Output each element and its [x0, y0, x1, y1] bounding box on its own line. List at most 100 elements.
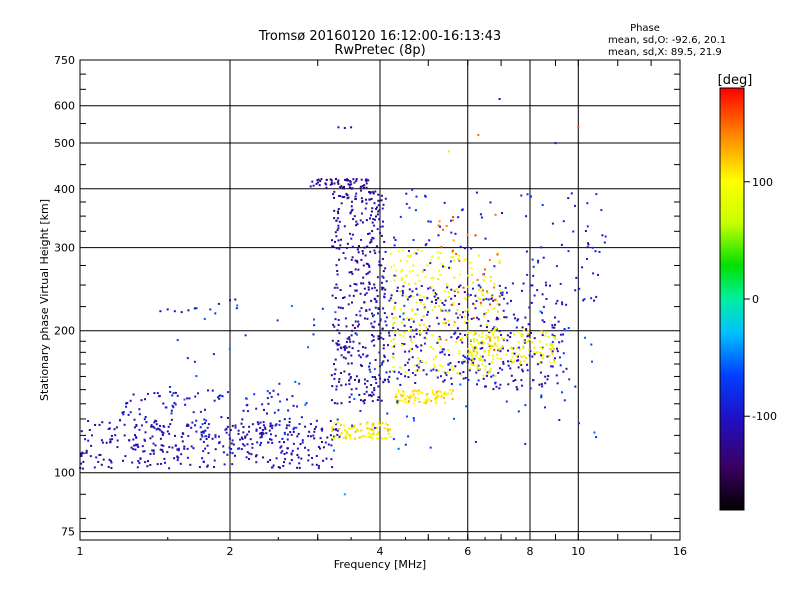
data-point [230, 448, 233, 450]
data-point [272, 464, 275, 467]
data-point [256, 421, 259, 424]
data-point [426, 400, 429, 402]
data-point [161, 448, 164, 451]
data-point [332, 245, 335, 248]
data-point [336, 418, 339, 421]
data-point [501, 344, 504, 347]
data-point [355, 387, 358, 390]
data-point [172, 406, 175, 409]
data-point [516, 388, 519, 391]
data-point [428, 239, 431, 242]
data-point [402, 390, 405, 393]
data-point [489, 276, 492, 279]
data-point [361, 185, 364, 188]
data-point [392, 338, 395, 341]
data-point [558, 419, 561, 421]
data-point [244, 436, 247, 439]
data-point [379, 377, 382, 380]
data-point [489, 338, 491, 341]
data-point [333, 373, 336, 375]
data-point [494, 298, 497, 301]
data-point [402, 291, 404, 294]
data-point [551, 350, 554, 353]
data-point [346, 194, 349, 196]
data-point [533, 353, 536, 356]
data-point [402, 393, 405, 396]
data-point [370, 210, 373, 213]
data-point [484, 385, 486, 388]
data-point [180, 453, 183, 456]
data-point [352, 340, 355, 343]
data-point [551, 222, 554, 225]
data-point [349, 427, 351, 430]
data-point [517, 346, 520, 349]
data-point [472, 338, 475, 341]
data-point [256, 441, 259, 444]
data-point [365, 355, 368, 358]
data-point [457, 361, 460, 363]
data-point [364, 435, 367, 438]
data-point [422, 369, 425, 372]
data-point [349, 212, 352, 215]
data-point [551, 352, 554, 355]
data-point [169, 423, 172, 426]
data-point [360, 282, 363, 285]
data-point [197, 392, 199, 395]
data-point [183, 398, 186, 401]
data-point [434, 397, 437, 400]
data-point [370, 428, 373, 431]
data-point [290, 453, 293, 456]
data-point [586, 202, 589, 205]
data-point [470, 343, 473, 346]
data-point [521, 370, 524, 373]
data-point [361, 221, 364, 224]
data-point [199, 426, 202, 429]
data-point [493, 286, 496, 289]
data-point [365, 386, 368, 389]
data-point [172, 392, 175, 395]
data-point [356, 261, 359, 264]
data-point [369, 250, 372, 253]
data-point [185, 424, 188, 427]
y-tick-label: 400 [54, 183, 75, 196]
data-point [405, 316, 408, 319]
data-point [337, 306, 340, 309]
data-point [417, 357, 420, 360]
data-point [410, 328, 413, 331]
data-point [464, 356, 467, 359]
data-point [357, 268, 360, 271]
data-point [307, 449, 310, 452]
data-point [343, 127, 346, 129]
data-point [255, 407, 258, 410]
data-point [343, 348, 346, 351]
data-point [474, 307, 477, 310]
data-point [368, 265, 371, 268]
data-point [498, 387, 501, 390]
data-point [351, 347, 354, 350]
data-point [344, 357, 347, 360]
data-point [177, 449, 180, 452]
data-point [132, 438, 135, 441]
data-point [338, 247, 341, 250]
data-point [333, 325, 336, 328]
data-point [359, 399, 362, 402]
data-point [527, 323, 530, 326]
data-point [371, 221, 374, 224]
data-point [399, 259, 402, 262]
data-point [373, 389, 376, 392]
data-point [369, 191, 372, 194]
data-point [496, 357, 499, 360]
data-point [590, 343, 593, 346]
data-point [365, 202, 368, 205]
data-point [492, 374, 495, 377]
data-point [206, 465, 209, 468]
data-point [528, 306, 531, 309]
data-point [333, 363, 335, 366]
data-point [544, 375, 547, 378]
data-point [181, 432, 184, 435]
data-point [337, 126, 340, 129]
data-point [422, 323, 425, 326]
data-point [110, 461, 113, 464]
data-point [515, 386, 518, 389]
grid-lines [80, 60, 680, 540]
